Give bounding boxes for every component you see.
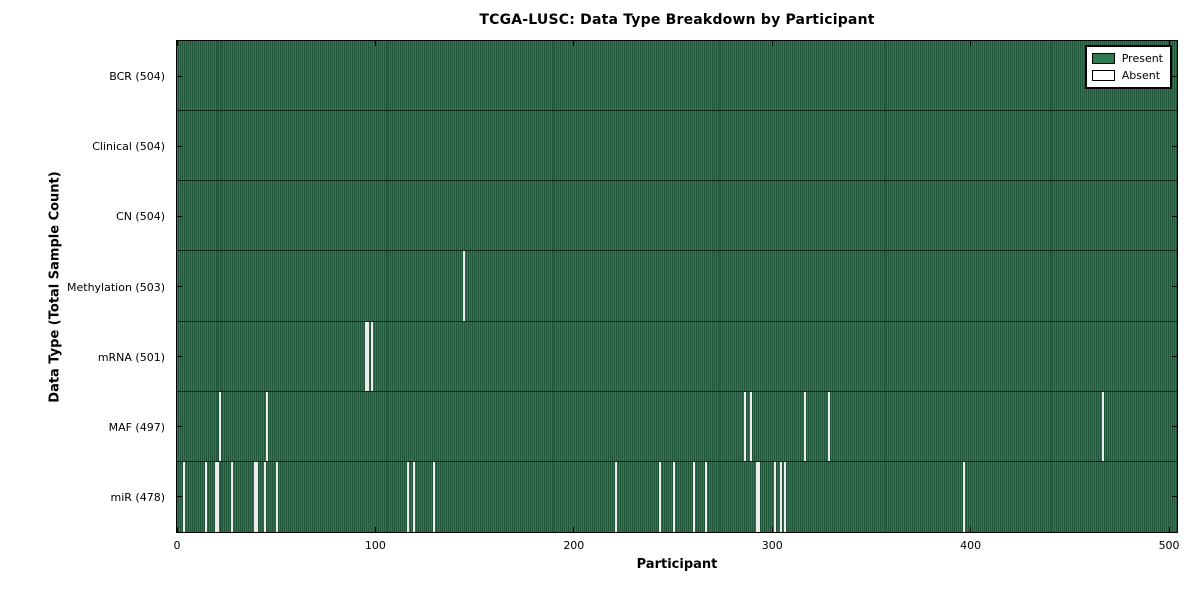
x-tick [1168,527,1170,532]
y-tick [177,496,182,498]
absent-stripe [462,251,465,321]
heatmap-row-mrna [177,321,1177,392]
absent-stripe [214,461,219,532]
absent-stripe [413,461,416,532]
y-tick [177,356,182,358]
absent-stripe [750,391,753,461]
heatmap-row-bcr [177,41,1177,112]
heatmap-row-mir [177,461,1177,532]
absent-stripe [266,391,269,461]
x-tick [970,527,972,532]
absent-stripe [407,461,410,532]
absent-stripe [803,391,806,461]
x-tick [573,527,575,532]
absent-stripe [744,391,747,461]
y-tick [177,215,182,217]
absent-stripe [673,461,676,532]
x-tick-label: 100 [364,539,386,552]
legend-swatch-present [1091,53,1115,64]
y-tick [177,145,182,147]
absent-stripe [254,461,259,532]
x-tick [573,41,575,46]
absent-stripe [230,461,233,532]
absent-stripe [365,321,370,391]
absent-stripe [780,461,783,532]
heatmap-row-methylation [177,251,1177,322]
y-tick-label: CN (504) [116,210,165,224]
absent-stripe [204,461,207,532]
y-tick [177,426,182,428]
x-tick [176,527,178,532]
x-tick [970,41,972,46]
legend-label: Absent [1121,69,1161,82]
y-tick-label: Clinical (504) [92,140,165,154]
x-tick-label: 300 [761,539,783,552]
y-tick-label: mRNA (501) [97,350,165,364]
absent-stripe [827,391,830,461]
x-tick-labels: 0 100 200 300 400 500 [173,539,1180,554]
absent-stripe [371,321,374,391]
x-tick [771,527,773,532]
absent-stripe [432,461,435,532]
absent-stripe [659,461,662,532]
heatmap-row-clinical [177,111,1177,182]
y-tick [1172,356,1177,358]
y-tick [1172,215,1177,217]
y-tick-label: Methylation (503) [67,280,165,294]
x-tick-label: 500 [1158,539,1180,552]
heatmap-row-cn [177,181,1177,252]
y-tick [177,286,182,287]
y-tick-labels: BCR (504) Clinical (504) CN (504) Methylati… [0,40,170,533]
y-tick [1172,286,1177,287]
absent-stripe [784,461,787,532]
absent-stripe [276,461,279,532]
legend-entry-absent: Absent [1091,67,1163,84]
y-tick [177,75,182,77]
plot-area: Present Absent [176,40,1178,533]
x-tick-label: 400 [960,539,982,552]
absent-stripe [756,461,761,532]
y-tick-label: miR (478) [110,490,166,504]
legend: Present Absent [1084,45,1172,89]
absent-stripe [692,461,695,532]
y-tick [1172,145,1177,147]
legend-label: Present [1121,52,1163,65]
absent-stripe [1101,391,1104,461]
x-tick [176,41,178,46]
y-tick [1172,75,1177,77]
y-tick [1172,496,1177,498]
absent-stripe [264,461,267,532]
legend-entry-present: Present [1091,50,1163,67]
x-tick [1168,41,1170,46]
absent-stripe [704,461,707,532]
x-tick [374,41,376,46]
absent-stripe [182,461,185,532]
x-tick [374,527,376,532]
x-tick-label: 200 [563,539,585,552]
y-tick [1172,426,1177,428]
x-tick [771,41,773,46]
legend-swatch-absent [1091,70,1115,81]
absent-stripe [774,461,777,532]
absent-stripe [615,461,618,532]
absent-stripe [218,391,221,461]
y-tick-label: BCR (504) [109,70,165,84]
x-tick-label: 0 [173,539,181,552]
y-tick-label: MAF (497) [108,420,165,434]
x-axis-label: Participant [636,557,718,572]
absent-stripe [962,461,965,532]
heatmap-row-maf [177,391,1177,462]
chart-title: TCGA-LUSC: Data Type Breakdown by Partic… [479,12,875,28]
